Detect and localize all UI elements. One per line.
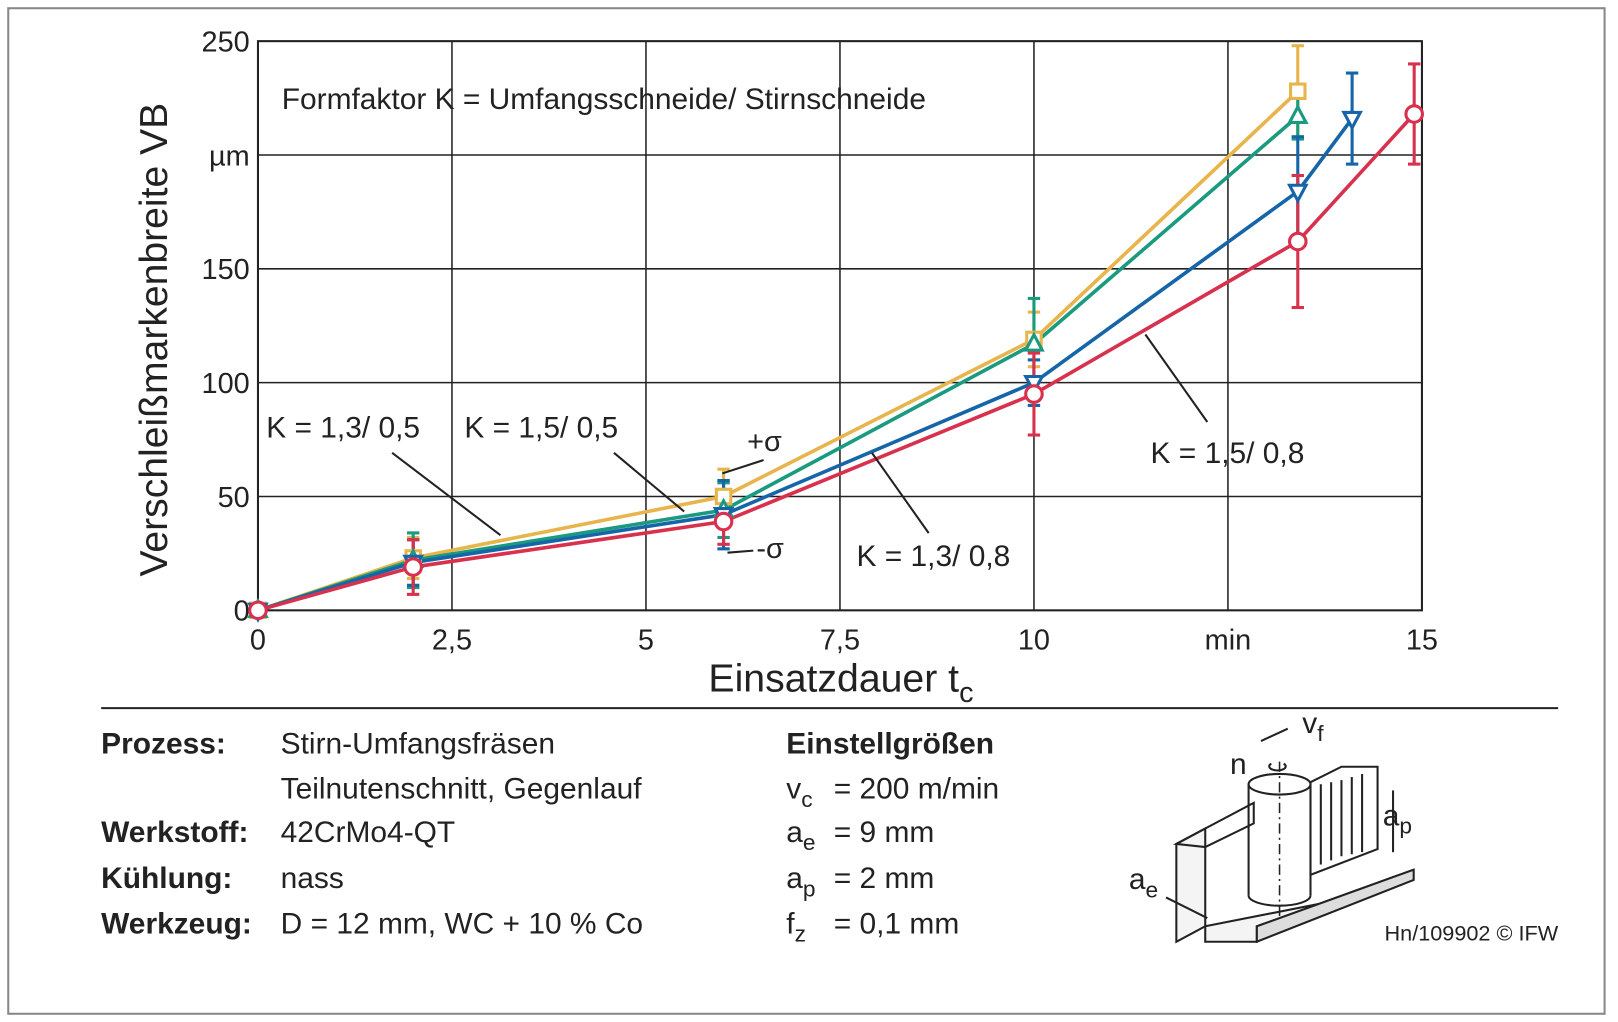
x-axis-label-text: Einsatzdauer t	[708, 658, 959, 701]
symbol: a	[786, 862, 803, 895]
setting: vc	[786, 773, 812, 812]
leader-line	[1144, 333, 1209, 423]
info-label: Prozess:	[101, 727, 226, 760]
setting-value: = 2 mm	[834, 862, 935, 895]
y-tick-label: 50	[218, 482, 250, 514]
marker	[1023, 331, 1045, 352]
y-tick-label: 0	[234, 596, 250, 628]
setting-value: = 0,1 mm	[834, 908, 960, 941]
setting: ap	[786, 862, 815, 901]
info-label: Werkzeug:	[101, 908, 252, 941]
chart-title: Formfaktor K = Umfangsschneide/ Stirnsch…	[282, 83, 926, 116]
info-value: D = 12 mm, WC + 10 % Co	[281, 908, 643, 941]
symbol: v	[1302, 707, 1317, 740]
diagram-label: ap	[1383, 799, 1412, 838]
x-tick-label: 10	[1018, 624, 1050, 656]
leader-line	[727, 549, 754, 554]
x-tick-label: min	[1205, 624, 1252, 656]
y-tick-label: 150	[202, 254, 250, 286]
marker	[1341, 110, 1363, 132]
info-value: nass	[281, 862, 344, 895]
series-label: K = 1,5/ 0,8	[1151, 437, 1305, 470]
marker	[1286, 183, 1309, 204]
info: Einstellgrößen vf n ap ae Hn/109902 © IF…	[101, 707, 1559, 947]
x-tick-label: 0	[250, 624, 266, 656]
setting-value: = 200 m/min	[834, 773, 999, 806]
leader-line	[391, 452, 502, 537]
x-tick-label: 15	[1406, 624, 1438, 656]
marker	[1404, 104, 1424, 124]
subscript: p	[803, 875, 816, 901]
symbol: f	[786, 908, 795, 941]
subscript: e	[803, 829, 816, 855]
leader-line	[871, 452, 930, 534]
symbol: v	[786, 773, 801, 806]
x-tick-label: 7,5	[820, 624, 860, 656]
x-axis-label: Einsatzdauer tc	[708, 658, 973, 709]
marker	[1024, 384, 1044, 404]
annotation: -σ	[756, 533, 784, 565]
series-line	[257, 112, 1416, 613]
y-tick-label: µm	[209, 140, 250, 172]
marker	[1023, 374, 1045, 396]
series-label: K = 1,3/ 0,8	[856, 540, 1010, 573]
y-tick-label: 250	[202, 26, 250, 58]
series-label: K = 1,3/ 0,5	[266, 411, 420, 444]
y-axis-label: Verschleißmarkenbreite VB	[133, 103, 176, 577]
series-label: K = 1,5/ 0,5	[464, 411, 618, 444]
tool-diagram	[1165, 727, 1415, 944]
frame	[7, 7, 1606, 1015]
subscript: c	[801, 786, 812, 812]
annotation: +σ	[747, 426, 782, 458]
settings-title: Einstellgrößen	[786, 727, 994, 760]
marker	[248, 600, 268, 621]
subscript: z	[795, 921, 806, 947]
x-axis-label-sub: c	[959, 677, 973, 709]
leader-line	[613, 452, 685, 513]
footnote: Hn/109902 © IFW	[1385, 921, 1559, 946]
info-value: Stirn-Umfangsfräsen	[281, 727, 555, 760]
symbol: a	[1383, 799, 1400, 832]
x-tick-label: 5	[638, 624, 654, 656]
info-label: Werkstoff:	[101, 816, 248, 849]
subscript: p	[1399, 813, 1412, 839]
info-label: Kühlung:	[101, 862, 232, 895]
subscript: e	[1146, 876, 1159, 902]
leader-line	[722, 459, 764, 475]
marker	[1287, 231, 1308, 252]
x-tick-label: 2,5	[432, 624, 472, 656]
marker	[713, 511, 734, 532]
subscript: f	[1317, 720, 1324, 746]
series-line	[257, 117, 1354, 613]
y-tick-label: 100	[202, 368, 250, 400]
info-value: Teilnutenschnitt, Gegenlauf	[281, 773, 643, 806]
marker	[1286, 103, 1309, 125]
symbol: a	[786, 816, 803, 849]
diagram-label: ae	[1129, 863, 1158, 902]
info-value: 42CrMo4-QT	[281, 816, 456, 849]
setting: fz	[786, 908, 806, 947]
setting: ae	[786, 816, 815, 855]
marker	[1289, 82, 1307, 101]
diagram-label: vf	[1302, 707, 1324, 746]
setting-value: = 9 mm	[834, 816, 935, 849]
symbol: a	[1129, 863, 1146, 896]
marker	[403, 557, 423, 577]
diagram-label: n	[1230, 748, 1247, 781]
plot-frame	[256, 40, 1423, 612]
